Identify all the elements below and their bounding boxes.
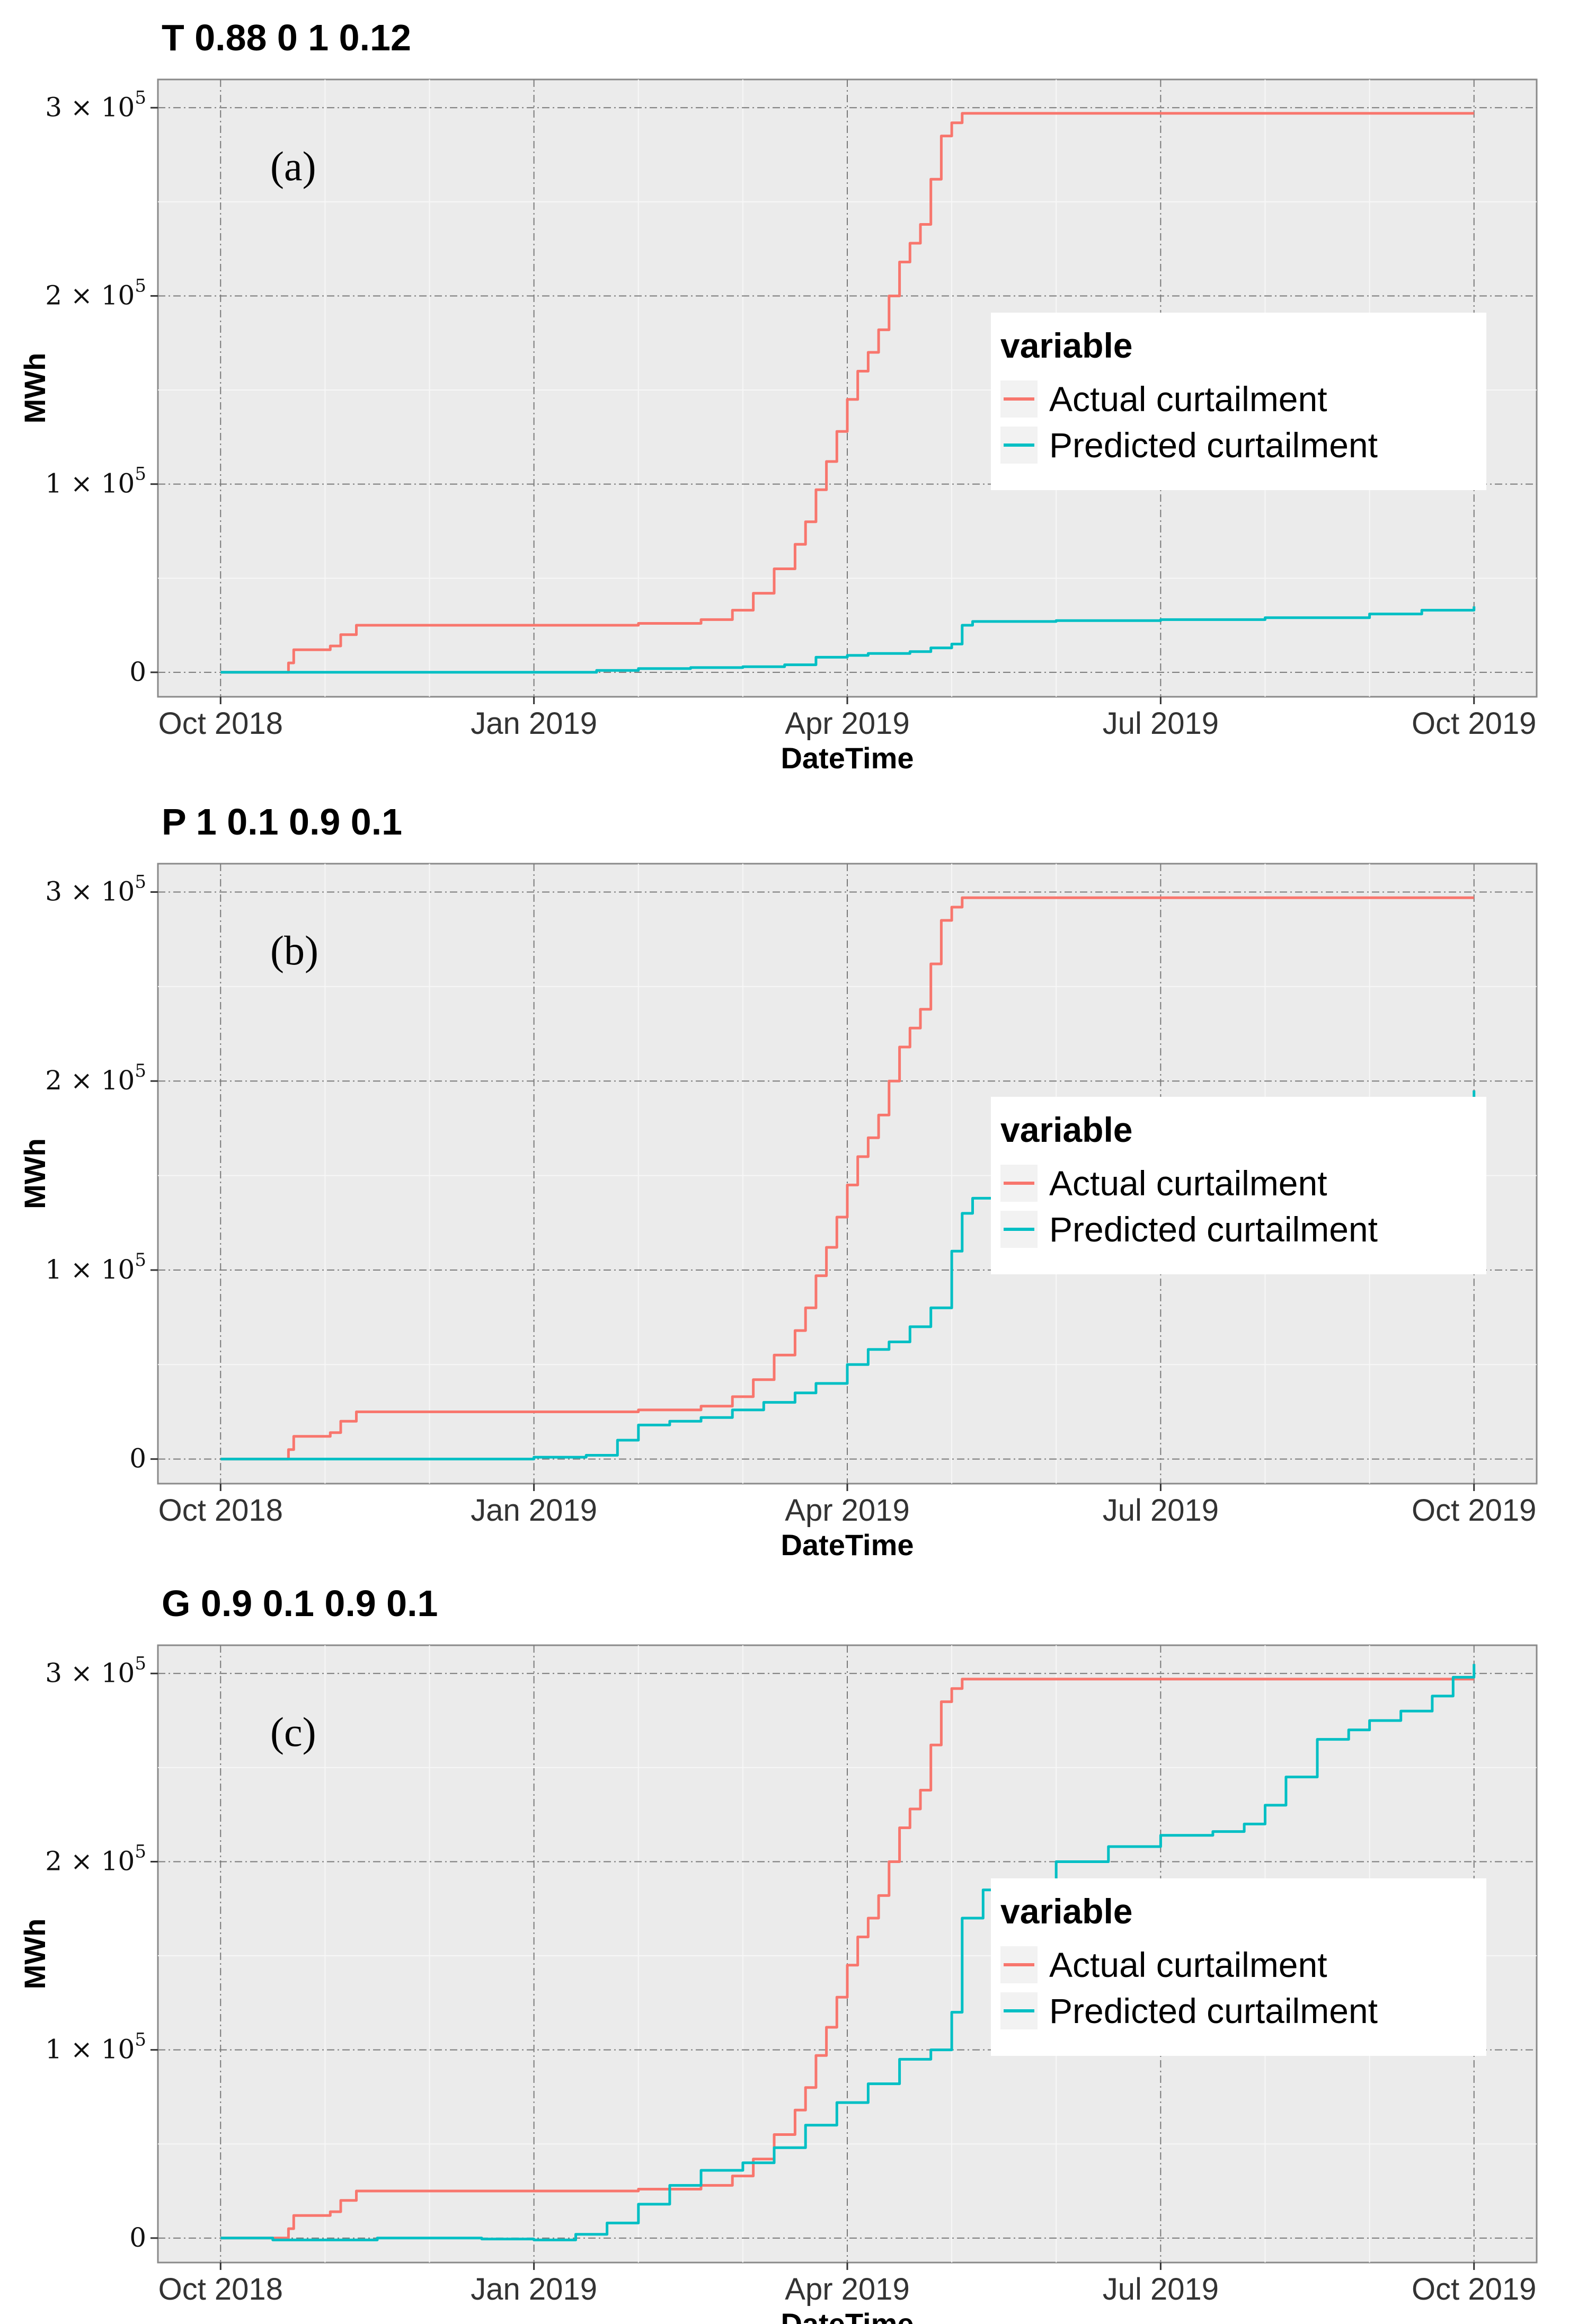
y-axis-title: MWh xyxy=(18,353,51,424)
legend-label: Predicted curtailment xyxy=(1049,1991,1378,2030)
x-tick-label: Jul 2019 xyxy=(1103,1493,1219,1528)
y-tick-label: 1 × 105 xyxy=(45,1249,146,1285)
y-tick-label: 1 × 105 xyxy=(45,464,146,499)
y-tick-mantissa: 3 × 10 xyxy=(45,1657,135,1688)
x-tick-label: Oct 2019 xyxy=(1412,2272,1536,2307)
y-tick-exponent: 5 xyxy=(135,1249,146,1271)
x-tick-label: Oct 2018 xyxy=(158,2272,283,2307)
y-tick-exponent: 5 xyxy=(135,87,146,108)
x-tick-label: Oct 2019 xyxy=(1412,706,1536,741)
series-line-predicted xyxy=(220,606,1476,674)
panel-tag: (b) xyxy=(270,927,318,973)
y-tick-exponent: 5 xyxy=(135,275,146,296)
y-tick-mantissa: 2 × 10 xyxy=(45,1065,135,1096)
y-tick-mantissa: 3 × 10 xyxy=(45,876,135,907)
legend: variable Actual curtailment Predicted curt… xyxy=(991,1097,1486,1274)
x-tick-label: Jul 2019 xyxy=(1103,2272,1219,2307)
series-line-actual xyxy=(220,112,1474,674)
y-tick-exponent: 5 xyxy=(135,872,146,893)
chart-title: P 1 0.1 0.9 0.1 xyxy=(162,801,402,842)
legend-label: Actual curtailment xyxy=(1049,1164,1327,1203)
x-tick-label: Jul 2019 xyxy=(1103,706,1219,741)
legend-label: Predicted curtailment xyxy=(1049,425,1378,465)
y-tick-mantissa: 1 × 10 xyxy=(45,468,135,499)
y-tick-exponent: 5 xyxy=(135,1841,146,1862)
y-tick-label: 2 × 105 xyxy=(45,275,146,311)
y-tick-label: 0 xyxy=(129,657,146,687)
legend: variable Actual curtailment Predicted curt… xyxy=(991,313,1486,490)
x-tick-label: Jan 2019 xyxy=(471,706,597,741)
x-axis-title: DateTime xyxy=(781,2307,914,2324)
x-axis-title: DateTime xyxy=(781,1528,914,1562)
y-tick-mantissa: 1 × 10 xyxy=(45,2034,135,2065)
legend-title: variable xyxy=(1000,326,1133,365)
y-axis-title: MWh xyxy=(18,1919,51,1990)
y-tick-label: 2 × 105 xyxy=(45,1841,146,1876)
legend-label: Actual curtailment xyxy=(1049,1945,1327,1984)
x-axis-title: DateTime xyxy=(781,741,914,775)
legend-label: Actual curtailment xyxy=(1049,379,1327,419)
y-tick-label: 3 × 105 xyxy=(45,872,146,907)
series-line-predicted xyxy=(220,1664,1476,2241)
legend-label: Predicted curtailment xyxy=(1049,1210,1378,1249)
y-tick-mantissa: 2 × 10 xyxy=(45,280,135,311)
x-tick-label: Jan 2019 xyxy=(471,2272,597,2307)
legend-box xyxy=(991,1097,1486,1274)
chart-title: T 0.88 0 1 0.12 xyxy=(162,17,411,58)
legend-box xyxy=(991,313,1486,490)
y-tick-label: 0 xyxy=(129,2222,146,2253)
x-tick-label: Oct 2018 xyxy=(158,1493,283,1528)
x-tick-label: Apr 2019 xyxy=(785,1493,909,1528)
panel-tag: (a) xyxy=(270,143,316,189)
x-tick-label: Apr 2019 xyxy=(785,2272,909,2307)
x-tick-label: Oct 2018 xyxy=(158,706,283,741)
y-tick-label: 3 × 105 xyxy=(45,87,146,122)
y-tick-exponent: 5 xyxy=(135,2029,146,2051)
y-tick-label: 2 × 105 xyxy=(45,1060,146,1096)
y-tick-label: 1 × 105 xyxy=(45,2029,146,2065)
panel-tag: (c) xyxy=(270,1709,316,1755)
chart-title: G 0.9 0.1 0.9 0.1 xyxy=(162,1583,438,1624)
x-tick-label: Jan 2019 xyxy=(471,1493,597,1528)
y-tick-exponent: 5 xyxy=(135,464,146,485)
y-tick-mantissa: 1 × 10 xyxy=(45,1254,135,1285)
series-line-actual xyxy=(220,1678,1474,2240)
y-tick-label: 0 xyxy=(129,1443,146,1474)
y-tick-mantissa: 3 × 10 xyxy=(45,92,135,122)
series-line-actual xyxy=(220,896,1474,1461)
legend-title: variable xyxy=(1000,1110,1133,1149)
y-tick-mantissa: 2 × 10 xyxy=(45,1846,135,1876)
y-axis-title: MWh xyxy=(18,1138,51,1209)
x-tick-label: Oct 2019 xyxy=(1412,1493,1536,1528)
legend: variable Actual curtailment Predicted curt… xyxy=(991,1878,1486,2056)
y-tick-exponent: 5 xyxy=(135,1653,146,1674)
x-tick-label: Apr 2019 xyxy=(785,706,909,741)
y-tick-exponent: 5 xyxy=(135,1060,146,1081)
y-tick-label: 3 × 105 xyxy=(45,1653,146,1688)
legend-title: variable xyxy=(1000,1892,1133,1931)
legend-box xyxy=(991,1878,1486,2056)
